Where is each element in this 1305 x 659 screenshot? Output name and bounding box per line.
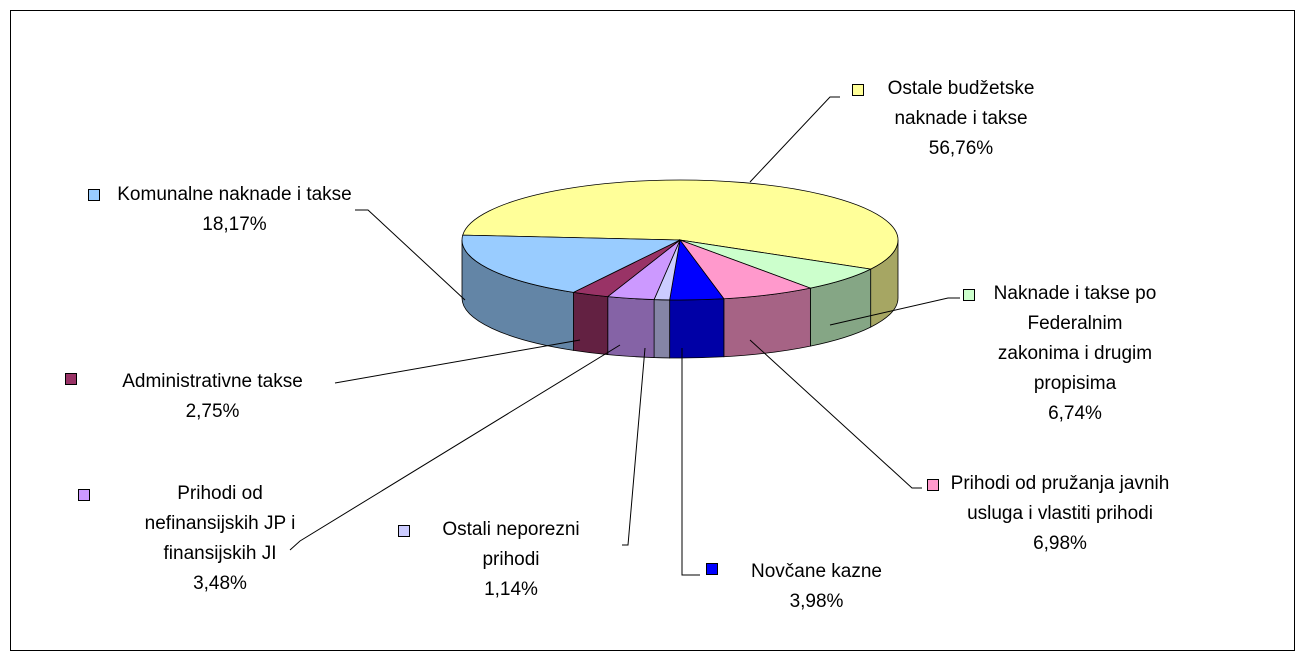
value-label: 18,17% <box>202 214 267 235</box>
leader-line <box>355 209 466 301</box>
category-label: Prihodi od nefinansijskih JP i finansijs… <box>144 483 296 564</box>
value-label: 3,48% <box>193 573 247 594</box>
value-label: 6,74% <box>1048 403 1102 424</box>
legend-swatch <box>88 189 100 201</box>
category-label: Komunalne naknade i takse <box>117 184 352 205</box>
slice-shade <box>810 269 871 347</box>
slice-shade <box>669 298 724 358</box>
slice-shade <box>723 288 811 357</box>
data-label: Ostali neporezni prihodi 1,14% <box>416 515 606 605</box>
leader-line <box>749 96 840 183</box>
value-label: 56,76% <box>928 138 994 159</box>
slice-shade <box>462 240 574 351</box>
value-label: 6,98% <box>1033 533 1087 554</box>
data-label: Prihodi od nefinansijskih JP i finansijs… <box>125 479 315 599</box>
slice-shade <box>870 240 898 328</box>
value-label: 2,75% <box>185 401 240 422</box>
data-label: Administrativne takse 2,75% <box>85 367 340 427</box>
legend-swatch <box>706 563 718 575</box>
leader-line <box>829 297 960 326</box>
category-label: Prihodi od pružanja javnih usluga i vlas… <box>950 473 1170 524</box>
data-label: Ostale budžetske naknade i takse 56,76% <box>866 74 1056 164</box>
legend-swatch <box>78 489 90 501</box>
leader-line <box>681 348 700 576</box>
value-label: 3,98% <box>789 591 844 612</box>
data-label: Komunalne naknade i takse 18,17% <box>107 180 362 240</box>
legend-swatch <box>963 289 975 301</box>
category-label: Naknade i takse po Federalnim zakonima i… <box>993 283 1157 394</box>
category-label: Administrativne takse <box>122 371 303 392</box>
legend-swatch <box>65 373 77 385</box>
slice <box>461 234 681 293</box>
legend-swatch <box>927 479 939 491</box>
slice <box>462 179 899 270</box>
value-label: 1,14% <box>484 579 538 600</box>
legend-swatch <box>852 84 864 96</box>
leader-line <box>749 339 922 489</box>
category-label: Ostale budžetske naknade i takse <box>887 78 1035 129</box>
slice-shade <box>573 292 608 355</box>
slice-shade <box>654 299 670 358</box>
data-label: Prihodi od pružanja javnih usluga i vlas… <box>945 469 1175 559</box>
data-label: Naknade i takse po Federalnim zakonima i… <box>985 279 1165 429</box>
category-label: Ostali neporezni prihodi <box>442 519 580 570</box>
leader-line <box>289 344 621 551</box>
slice-shade <box>607 296 655 358</box>
category-label: Novčane kazne <box>751 561 882 582</box>
data-label: Novčane kazne 3,98% <box>724 557 909 617</box>
leader-line <box>334 339 581 384</box>
frame <box>10 10 1295 651</box>
leader-line <box>622 347 646 546</box>
legend-swatch <box>398 525 410 537</box>
